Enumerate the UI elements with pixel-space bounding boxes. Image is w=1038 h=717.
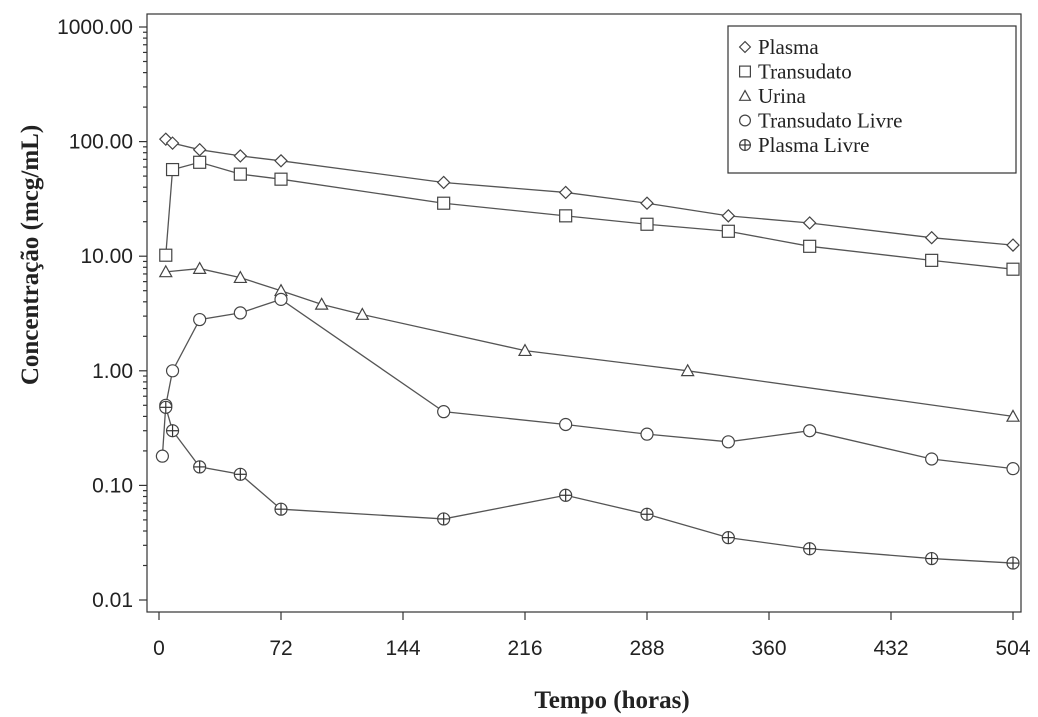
data-point-plasma-livre [803, 542, 817, 556]
data-point-urina [1005, 409, 1021, 422]
x-tick-label: 216 [507, 637, 542, 660]
y-tick-label: 1.00 [92, 360, 133, 383]
y-axis: 0.01 0.10 1.00 10.00 100.00 1000.00 [57, 16, 147, 612]
x-tick-label: 432 [873, 637, 908, 660]
legend-marker-transudato [738, 65, 751, 78]
y-axis-title: Concentração (mcg/mL) [17, 125, 44, 385]
data-point-plasma [1006, 238, 1020, 252]
y-tick-label: 1000.00 [57, 16, 133, 39]
legend-marker-urina [738, 89, 752, 101]
y-tick-label: 100.00 [69, 131, 133, 154]
data-point-urina [192, 261, 207, 274]
data-point-plasma-livre [640, 507, 654, 521]
data-point-transudato [159, 248, 173, 262]
data-point-transudato [925, 253, 939, 267]
y-tick-label: 10.00 [80, 245, 133, 268]
legend-label-plasma: Plasma [758, 35, 819, 59]
legend-marker-plasma-livre [738, 139, 751, 152]
x-tick-label: 0 [153, 637, 165, 660]
data-point-transudato-livre [803, 424, 817, 438]
data-point-plasma [802, 216, 817, 230]
data-point-transudato-livre [721, 435, 735, 449]
legend-label-transudato: Transudato [758, 60, 852, 84]
data-point-transudato-livre [165, 364, 180, 378]
y-tick-label: 0.01 [92, 589, 133, 612]
x-axis: 0 72 144 216 288 360 432 504 [153, 612, 1031, 660]
data-point-transudato-livre [1006, 462, 1020, 476]
y-tick-label: 0.10 [92, 474, 133, 497]
series-urina [158, 261, 1021, 422]
data-point-transudato [233, 167, 247, 181]
data-point-urina [517, 343, 533, 357]
data-point-transudato-livre [437, 405, 451, 419]
x-axis-title: Tempo (horas) [534, 687, 689, 714]
data-point-transudato-livre [559, 417, 573, 432]
data-point-plasma [274, 153, 288, 168]
legend-label-urina: Urina [758, 84, 806, 108]
data-point-plasma [721, 208, 736, 223]
data-point-transudato [803, 239, 817, 253]
data-point-transudato-livre [925, 452, 939, 466]
data-point-plasma-livre [437, 512, 451, 526]
legend-label-plasma-livre: Plasma Livre [758, 133, 869, 157]
series-line-plasma-livre [165, 407, 1014, 564]
x-tick-label: 504 [995, 637, 1030, 660]
data-point-plasma-livre [274, 502, 288, 516]
series-transudato-livre [155, 292, 1020, 476]
plot-frame [146, 13, 1022, 613]
data-point-plasma-livre [559, 488, 573, 502]
data-point-plasma [436, 175, 451, 190]
legend-label-transudato-livre: Transudato Livre [758, 109, 902, 133]
legend-box [727, 25, 1017, 174]
data-point-transudato [437, 196, 451, 210]
data-point-urina [158, 264, 173, 278]
x-tick-label: 72 [269, 637, 292, 660]
data-point-urina [233, 270, 248, 284]
x-tick-label: 288 [629, 637, 664, 660]
data-point-plasma-livre [1006, 556, 1020, 570]
series-line-urina [165, 267, 1014, 418]
data-point-transudato [193, 155, 207, 169]
series-plasma-livre [159, 400, 1020, 570]
x-tick-label: 360 [751, 637, 786, 660]
data-point-transudato [274, 172, 288, 186]
data-point-plasma [640, 196, 654, 211]
series-transudato [159, 155, 1020, 276]
data-point-transudato-livre [274, 292, 288, 306]
data-point-transudato [721, 224, 735, 238]
data-point-plasma-livre [721, 531, 735, 545]
series-plasma [158, 132, 1020, 252]
data-point-plasma [233, 149, 248, 163]
data-point-plasma [558, 185, 573, 200]
legend-marker-transudato-livre [738, 114, 751, 127]
data-point-transudato [640, 217, 654, 231]
data-point-urina [355, 307, 370, 320]
data-point-plasma [192, 142, 207, 157]
data-point-urina [314, 297, 329, 310]
data-point-plasma-livre [165, 424, 180, 438]
series-line-transudato-livre [161, 298, 1014, 470]
data-point-transudato-livre [155, 449, 169, 463]
x-tick-label: 144 [385, 637, 420, 660]
data-point-plasma-livre [925, 551, 939, 566]
data-point-plasma-livre [193, 460, 207, 474]
series-layer [155, 132, 1021, 570]
data-point-plasma-livre [233, 467, 247, 481]
data-point-transudato-livre [193, 312, 207, 327]
series-line-transudato [165, 161, 1014, 270]
data-point-plasma-livre [159, 400, 173, 414]
data-point-urina [680, 363, 695, 377]
data-point-transudato [1006, 262, 1020, 276]
legend-marker-plasma [738, 40, 752, 54]
data-point-transudato-livre [233, 306, 247, 320]
data-point-transudato [165, 162, 180, 177]
data-point-plasma [924, 230, 939, 245]
data-point-transudato-livre [640, 427, 654, 441]
data-point-transudato [559, 209, 573, 223]
data-point-plasma [165, 136, 180, 150]
